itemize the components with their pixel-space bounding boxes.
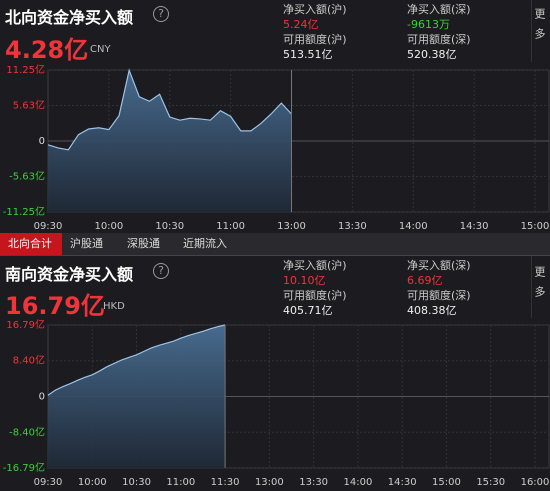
y-tick-label: -16.79亿 xyxy=(3,461,45,474)
y-tick-label: -11.25亿 xyxy=(3,205,45,218)
y-tick-label: 8.40亿 xyxy=(13,354,45,367)
stat-value: 520.38亿 xyxy=(407,48,457,61)
total: 16.79亿 xyxy=(5,292,105,320)
x-tick-label: 11:30 xyxy=(211,477,240,488)
area xyxy=(48,70,292,212)
chart: 11.25亿 5.63亿 0 -5.63亿 -11.25亿 09:30 10:00 10:30… xyxy=(3,63,550,232)
x-tick-label: 11:00 xyxy=(216,221,245,232)
stat-label: 净买入额(沪) xyxy=(283,3,347,16)
stat-value: 513.51亿 xyxy=(283,48,333,61)
x-tick-label: 09:30 xyxy=(34,221,63,232)
x-tick-label: 13:30 xyxy=(338,221,367,232)
y-tick-label: 11.25亿 xyxy=(6,63,45,76)
x-tick-label: 14:30 xyxy=(388,477,417,488)
stat-value: 408.38亿 xyxy=(407,304,457,317)
x-tick-label: 14:00 xyxy=(343,477,372,488)
x-tick-label: 09:30 xyxy=(34,477,63,488)
x-tick-label: 13:00 xyxy=(255,477,284,488)
tab[interactable]: 深股通 xyxy=(127,237,160,250)
x-tick-label: 14:30 xyxy=(460,221,489,232)
stat-value: 6.69亿 xyxy=(407,274,443,287)
tab-bar: 北向合计 沪股通 深股通 近期流入 xyxy=(0,233,550,256)
currency: HKD xyxy=(103,301,125,312)
x-tick-label: 10:00 xyxy=(78,477,107,488)
total: 4.28亿 xyxy=(5,36,89,64)
panel-title: 北向资金净买入额 xyxy=(5,8,134,27)
x-tick-label: 13:00 xyxy=(277,221,306,232)
tab[interactable]: 北向合计 xyxy=(0,233,62,255)
tab[interactable]: 沪股通 xyxy=(70,237,103,250)
x-tick-label: 14:00 xyxy=(399,221,428,232)
more-button[interactable]: 更多 xyxy=(533,8,546,48)
help-icon[interactable]: ? xyxy=(153,263,169,279)
y-tick-label: 16.79亿 xyxy=(6,318,45,331)
x-tick-label: 15:00 xyxy=(521,221,550,232)
x-tick-label: 11:00 xyxy=(166,477,195,488)
stat-label: 净买入额(深) xyxy=(407,3,471,16)
stat-value: 405.71亿 xyxy=(283,304,333,317)
stat-value: 5.24亿 xyxy=(283,18,319,31)
stat-label: 净买入额(沪) xyxy=(283,259,347,272)
y-tick-label: 0 xyxy=(39,136,45,147)
line xyxy=(47,68,292,151)
chart: 16.79亿 8.40亿 0 -8.40亿 -16.79亿 09:30 10:00 10:30… xyxy=(3,318,550,488)
help-icon[interactable]: ? xyxy=(153,6,169,22)
stat-value: -9613万 xyxy=(407,18,450,31)
area xyxy=(48,325,226,468)
stat-label: 可用额度(深) xyxy=(407,289,471,302)
y-tick-label: 5.63亿 xyxy=(13,98,45,111)
more-button[interactable]: 更多 xyxy=(533,266,546,306)
currency: CNY xyxy=(90,44,111,55)
tab[interactable]: 近期流入 xyxy=(183,237,227,250)
stat-label: 净买入额(深) xyxy=(407,259,471,272)
stat-value: 10.10亿 xyxy=(283,274,326,287)
x-tick-label: 16:00 xyxy=(521,477,550,488)
stat-label: 可用额度(沪) xyxy=(283,33,347,46)
panel-title: 南向资金净买入额 xyxy=(5,265,134,284)
x-tick-label: 15:00 xyxy=(432,477,461,488)
line xyxy=(47,324,226,396)
y-tick-label: -5.63亿 xyxy=(9,170,45,183)
stat-label: 可用额度(沪) xyxy=(283,289,347,302)
stat-label: 可用额度(深) xyxy=(407,33,471,46)
y-tick-label: -8.40亿 xyxy=(9,425,45,438)
x-tick-label: 10:30 xyxy=(155,221,184,232)
x-tick-label: 13:30 xyxy=(299,477,328,488)
x-tick-label: 15:30 xyxy=(476,477,505,488)
x-tick-label: 10:30 xyxy=(122,477,151,488)
separator xyxy=(531,0,532,62)
separator xyxy=(531,256,532,318)
y-tick-label: 0 xyxy=(39,392,45,403)
x-tick-label: 10:00 xyxy=(94,221,123,232)
